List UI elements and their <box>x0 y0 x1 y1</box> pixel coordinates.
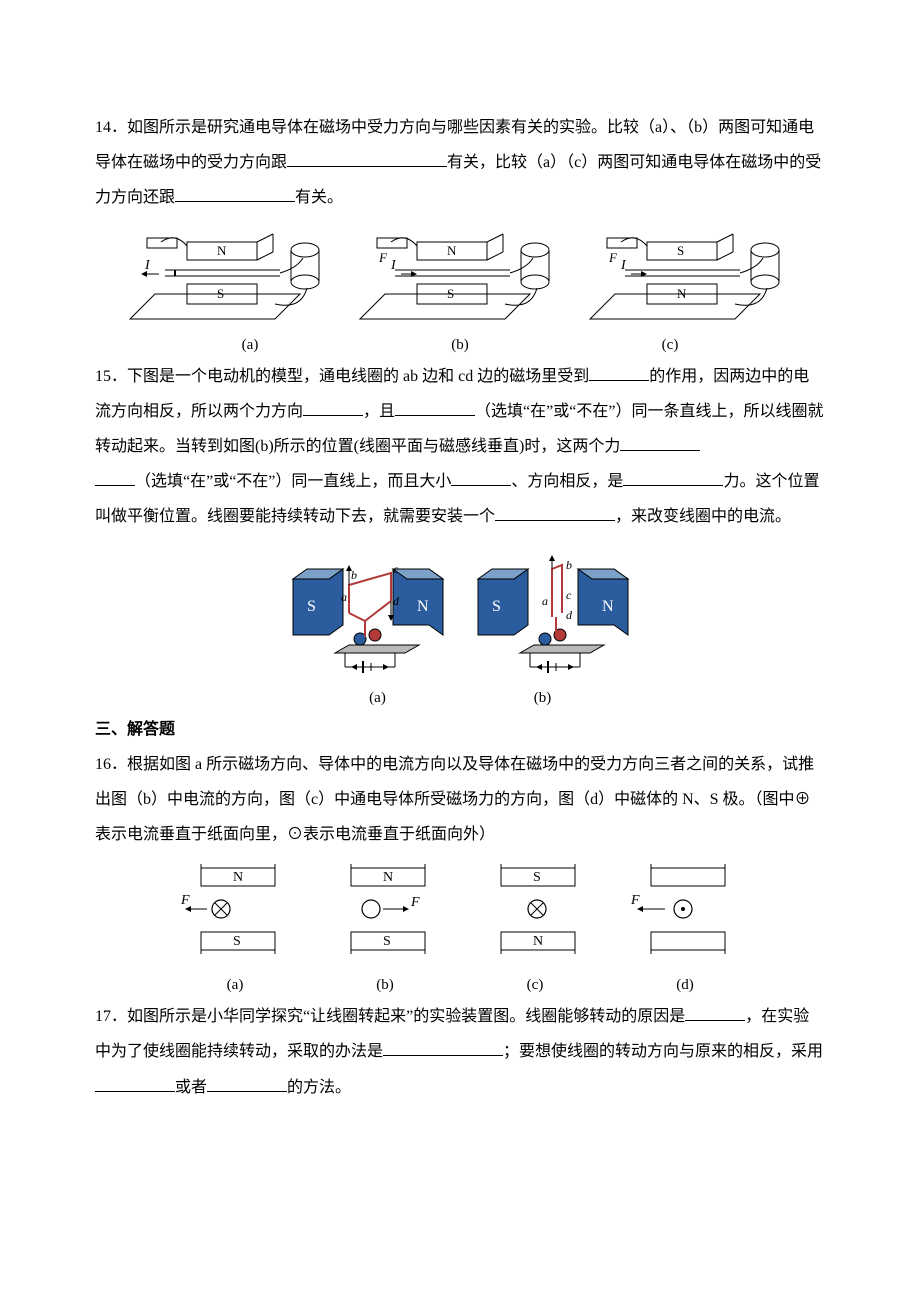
q15-fig-a: S N a b c d <box>285 555 450 685</box>
q14-fig-a: N S I <box>125 224 335 332</box>
q16c-N: N <box>533 934 543 949</box>
q16-fig-d: F <box>625 862 745 972</box>
q14c-N: N <box>677 286 687 301</box>
q16c-S: S <box>533 870 541 885</box>
q16-cap-d: (d) <box>625 978 745 993</box>
q14-number: 14． <box>95 119 127 136</box>
q15-blank-4 <box>95 468 135 487</box>
q15-fig-b: S N a b c d <box>470 555 635 685</box>
q14-captions: (a) (b) (c) <box>95 338 825 353</box>
q14a-S: S <box>217 286 224 301</box>
q15b-c: c <box>566 588 572 602</box>
q14b-N: N <box>447 243 457 258</box>
q14b-S: S <box>447 286 454 301</box>
q15-number: 15． <box>95 368 127 385</box>
question-15: 15．下图是一个电动机的模型，通电线圈的 ab 边和 cd 边的磁场里受到的作用… <box>95 359 825 535</box>
q16a-F: F <box>180 893 190 908</box>
q15-figure-row: S N a b c d <box>95 555 825 685</box>
q16-figure-row: N S F N S F S N <box>95 862 825 972</box>
q16b-S: S <box>383 934 391 949</box>
q17-blank-1 <box>685 1003 745 1022</box>
q14c-S: S <box>677 243 684 258</box>
q14b-I: I <box>390 258 397 273</box>
q17-t3: ；要想使线圈的转动方向与原来的相反，采用 <box>503 1043 823 1060</box>
q15a-d: d <box>393 594 400 608</box>
q17-t1: 如图所示是小华同学探究“让线圈转起来”的实验装置图。线圈能够转动的原因是 <box>127 1008 685 1025</box>
q14-fig-b: N S F I <box>355 224 565 332</box>
q16-fig-c: S N <box>475 862 595 972</box>
q15-blank-6 <box>623 468 723 487</box>
q15-t6: 、方向相反，是 <box>511 473 623 490</box>
q15-t1: 下图是一个电动机的模型，通电线圈的 ab 边和 cd 边的磁场里受到 <box>127 368 589 385</box>
q17-blank-2 <box>383 1038 503 1057</box>
q17-t5: 的方法。 <box>287 1079 351 1096</box>
q15-blank-7 <box>495 503 615 522</box>
q15a-b: b <box>351 568 357 582</box>
q15-blank-1 <box>589 362 649 381</box>
q14a-N: N <box>217 243 227 258</box>
q15-t5: （选填“在”或“不在”）同一直线上，而且大小 <box>135 473 451 490</box>
question-17: 17．如图所示是小华同学探究“让线圈转起来”的实验装置图。线圈能够转动的原因是，… <box>95 999 825 1105</box>
q17-number: 17． <box>95 1008 127 1025</box>
q14-fig-c: S N F I <box>585 224 795 332</box>
q14b-F: F <box>378 250 388 265</box>
q14-cap-b: (b) <box>355 338 565 353</box>
q15a-S: S <box>307 598 316 615</box>
q14-blank-2 <box>175 184 295 203</box>
q15-cap-b: (b) <box>460 691 625 706</box>
q15b-a: a <box>542 594 548 608</box>
q15-t8: ，来改变线圈中的电流。 <box>615 508 791 525</box>
q16-fig-b: N S F <box>325 862 445 972</box>
q16b-F: F <box>410 895 420 910</box>
q16-captions: (a) (b) (c) (d) <box>95 978 825 993</box>
q16a-N: N <box>233 870 243 885</box>
q15-blank-5 <box>451 468 511 487</box>
q14-text-3: 有关。 <box>295 189 343 206</box>
q15b-N: N <box>602 598 614 615</box>
section-3-heading: 三、解答题 <box>95 712 825 747</box>
q17-t4: 或者 <box>175 1079 207 1096</box>
q14-figure-row: N S I N <box>95 224 825 332</box>
question-16: 16．根据如图 a 所示磁场方向、导体中的电流方向以及导体在磁场中的受力方向三者… <box>95 747 825 853</box>
q17-blank-3 <box>95 1073 175 1092</box>
q17-blank-4 <box>207 1073 287 1092</box>
q15-blank-4-pre <box>620 432 700 451</box>
q15-t3: ，且 <box>363 403 395 420</box>
q16-fig-a: N S F <box>175 862 295 972</box>
q15-cap-a: (a) <box>295 691 460 706</box>
q16-cap-c: (c) <box>475 978 595 993</box>
q16d-F: F <box>630 893 640 908</box>
q16b-N: N <box>383 870 393 885</box>
q15-blank-3 <box>395 397 475 416</box>
q14-cap-c: (c) <box>565 338 775 353</box>
q14c-F: F <box>608 250 618 265</box>
q16-number: 16． <box>95 756 127 773</box>
q16a-S: S <box>233 934 241 949</box>
q14a-I: I <box>144 258 151 273</box>
q15a-c: c <box>393 562 399 576</box>
q15b-d: d <box>566 608 573 622</box>
q15a-a: a <box>341 590 347 604</box>
q14-cap-a: (a) <box>145 338 355 353</box>
question-14: 14．如图所示是研究通电导体在磁场中受力方向与哪些因素有关的实验。比较（a）、（… <box>95 110 825 216</box>
q15-blank-2 <box>303 397 363 416</box>
q14-blank-1 <box>287 149 447 168</box>
q15b-b: b <box>566 558 572 572</box>
q16-text: 根据如图 a 所示磁场方向、导体中的电流方向以及导体在磁场中的受力方向三者之间的… <box>95 756 814 843</box>
q14c-I: I <box>620 258 627 273</box>
q16-cap-a: (a) <box>175 978 295 993</box>
q15-captions: (a) (b) <box>95 691 825 706</box>
q16-cap-b: (b) <box>325 978 445 993</box>
q15b-S: S <box>492 598 501 615</box>
q15a-N: N <box>417 598 429 615</box>
